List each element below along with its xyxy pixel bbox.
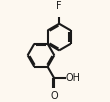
Text: O: O (50, 91, 58, 101)
Text: F: F (56, 1, 62, 11)
Text: OH: OH (66, 73, 81, 83)
